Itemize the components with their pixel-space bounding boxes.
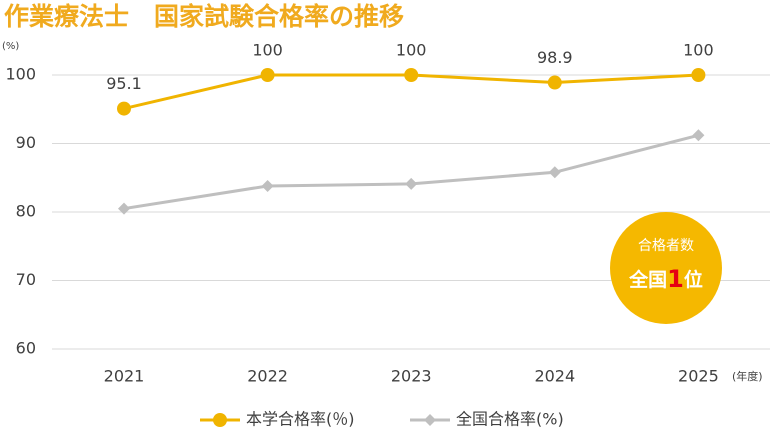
legend-label: 全国合格率(%) [456, 410, 564, 429]
x-tick-label: 2021 [104, 367, 145, 386]
badge-caption: 合格者数 [638, 238, 694, 254]
legend-marker [213, 413, 227, 427]
data-point [692, 129, 705, 142]
x-tick-label: 2023 [391, 367, 432, 386]
data-point [118, 202, 130, 215]
x-tick-label: 2024 [534, 367, 575, 386]
x-axis-label: (年度) [732, 369, 763, 383]
badge-rank: 全国1位 [628, 265, 703, 293]
data-point [260, 68, 275, 82]
badge-number: 1 [667, 265, 684, 293]
y-tick-label: 60 [16, 339, 36, 358]
data-point [691, 68, 706, 82]
x-tick-label: 2022 [247, 367, 288, 386]
badge-prefix: 全国 [628, 268, 667, 291]
data-label: 100 [396, 41, 427, 60]
data-label: 98.9 [537, 48, 573, 67]
data-label: 100 [252, 41, 283, 60]
data-label: 100 [683, 41, 714, 60]
legend-label: 本学合格率(％) [246, 410, 355, 429]
data-point [404, 68, 419, 82]
badge-suffix: 位 [684, 268, 703, 291]
data-point [548, 166, 561, 179]
y-axis-label: (%) [2, 41, 19, 52]
y-tick-label: 100 [5, 65, 36, 84]
data-point [547, 75, 562, 90]
badge [610, 212, 722, 324]
chart-title: 作業療法士 国家試験合格率の推移 [4, 2, 404, 31]
y-tick-label: 90 [16, 133, 36, 152]
data-point [117, 101, 131, 116]
legend-marker [424, 414, 436, 426]
data-point [405, 177, 418, 190]
data-label: 95.1 [106, 74, 142, 93]
y-tick-label: 80 [16, 202, 36, 221]
y-tick-label: 70 [16, 270, 36, 289]
data-point [261, 179, 274, 192]
x-tick-label: 2025 [678, 367, 719, 386]
series-line [123, 133, 699, 211]
